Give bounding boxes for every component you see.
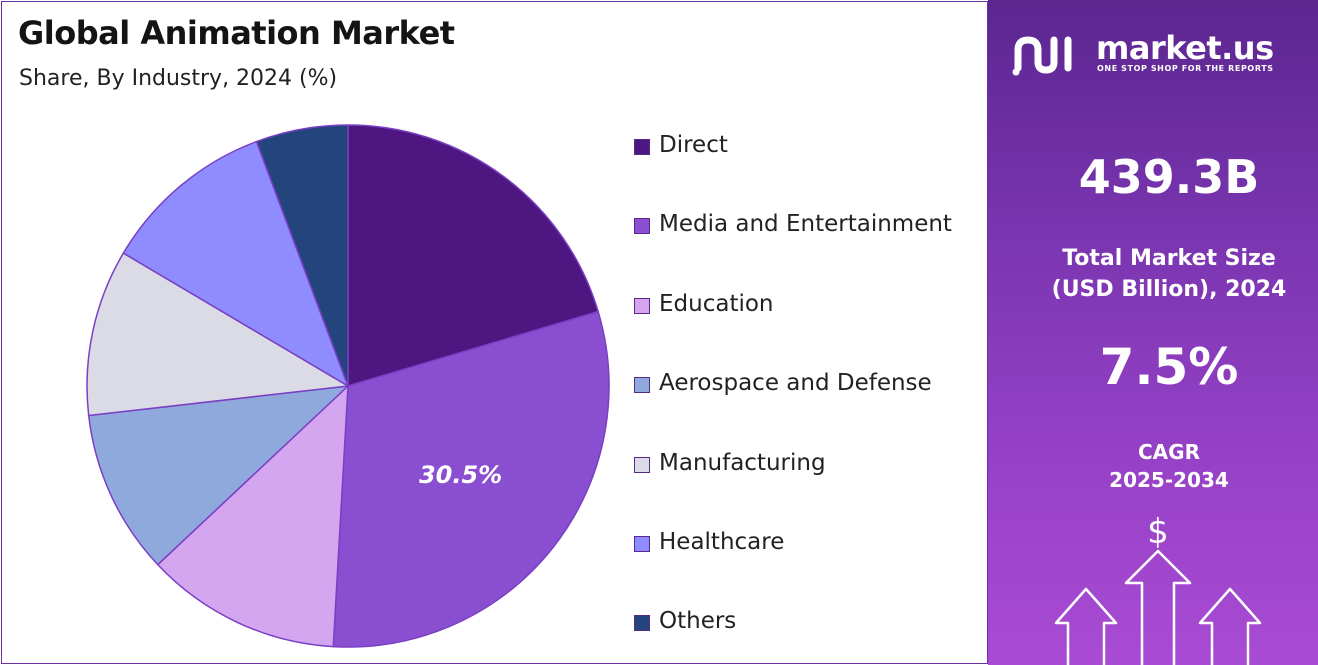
legend-label: Healthcare xyxy=(659,529,785,555)
pie-slice-others xyxy=(255,124,349,387)
brand-logo: market.us ONE STOP SHOP FOR THE REPORTS xyxy=(1010,28,1310,88)
market-size-value: 439.3B xyxy=(1078,150,1260,204)
legend-label: Aerospace and Defense xyxy=(659,370,932,397)
legend-swatch xyxy=(634,536,650,552)
pie-data-label: 30.5% xyxy=(419,461,502,489)
legend-label: Manufacturing xyxy=(659,449,826,476)
market-size-label: Total Market Size (USD Billion), 2024 xyxy=(988,243,1318,305)
market-size-label-line1: Total Market Size xyxy=(1062,246,1276,271)
pie-slice-aerospace-and-defense xyxy=(87,385,349,566)
legend-label: Others xyxy=(659,608,737,635)
chart-panel: Global Animation Market Share, By Indust… xyxy=(1,1,988,664)
chart-subtitle: Share, By Industry, 2024 (%) xyxy=(19,66,338,91)
cagr-value: 7.5% xyxy=(1099,338,1239,396)
pie-slice-education xyxy=(156,385,349,648)
cagr-label-line1: CAGR xyxy=(1138,440,1200,464)
legend-label: Media and Entertainment xyxy=(659,211,952,238)
legend-swatch xyxy=(634,615,650,632)
cagr-label-line2: 2025-2034 xyxy=(1109,468,1229,492)
pie-slices xyxy=(86,124,610,648)
pie-data-labels: 30.5% xyxy=(419,461,502,489)
brand-tagline: ONE STOP SHOP FOR THE REPORTS xyxy=(1097,64,1274,73)
up-arrow-icon xyxy=(1054,587,1118,665)
summary-sidebar: market.us ONE STOP SHOP FOR THE REPORTS … xyxy=(988,0,1318,665)
legend-swatch xyxy=(634,139,650,155)
legend-swatch xyxy=(634,218,650,235)
market-size-label-line2: (USD Billion), 2024 xyxy=(1051,277,1287,302)
up-arrow-icon xyxy=(1198,587,1262,665)
legend-label: Direct xyxy=(659,132,728,158)
growth-arrows-icon: $ xyxy=(1054,512,1262,665)
pie-slice-media-and-entertainment xyxy=(332,310,610,648)
legend-swatch xyxy=(634,377,650,394)
pie-slice-manufacturing xyxy=(86,252,349,417)
dollar-icon: $ xyxy=(1147,512,1169,552)
market-us-logo-icon xyxy=(1012,36,1072,76)
chart-title: Global Animation Market xyxy=(18,14,455,52)
pie-slice-direct xyxy=(347,124,599,387)
legend-label: Education xyxy=(659,290,774,317)
pie-chart: 30.5% xyxy=(86,124,610,648)
brand-name: market.us xyxy=(1096,29,1274,67)
pie-slice-healthcare xyxy=(122,140,349,387)
legend-swatch xyxy=(634,456,650,473)
cagr-label: CAGR 2025-2034 xyxy=(988,438,1318,494)
up-arrow-icon xyxy=(1124,549,1192,665)
legend-swatch xyxy=(634,297,650,314)
